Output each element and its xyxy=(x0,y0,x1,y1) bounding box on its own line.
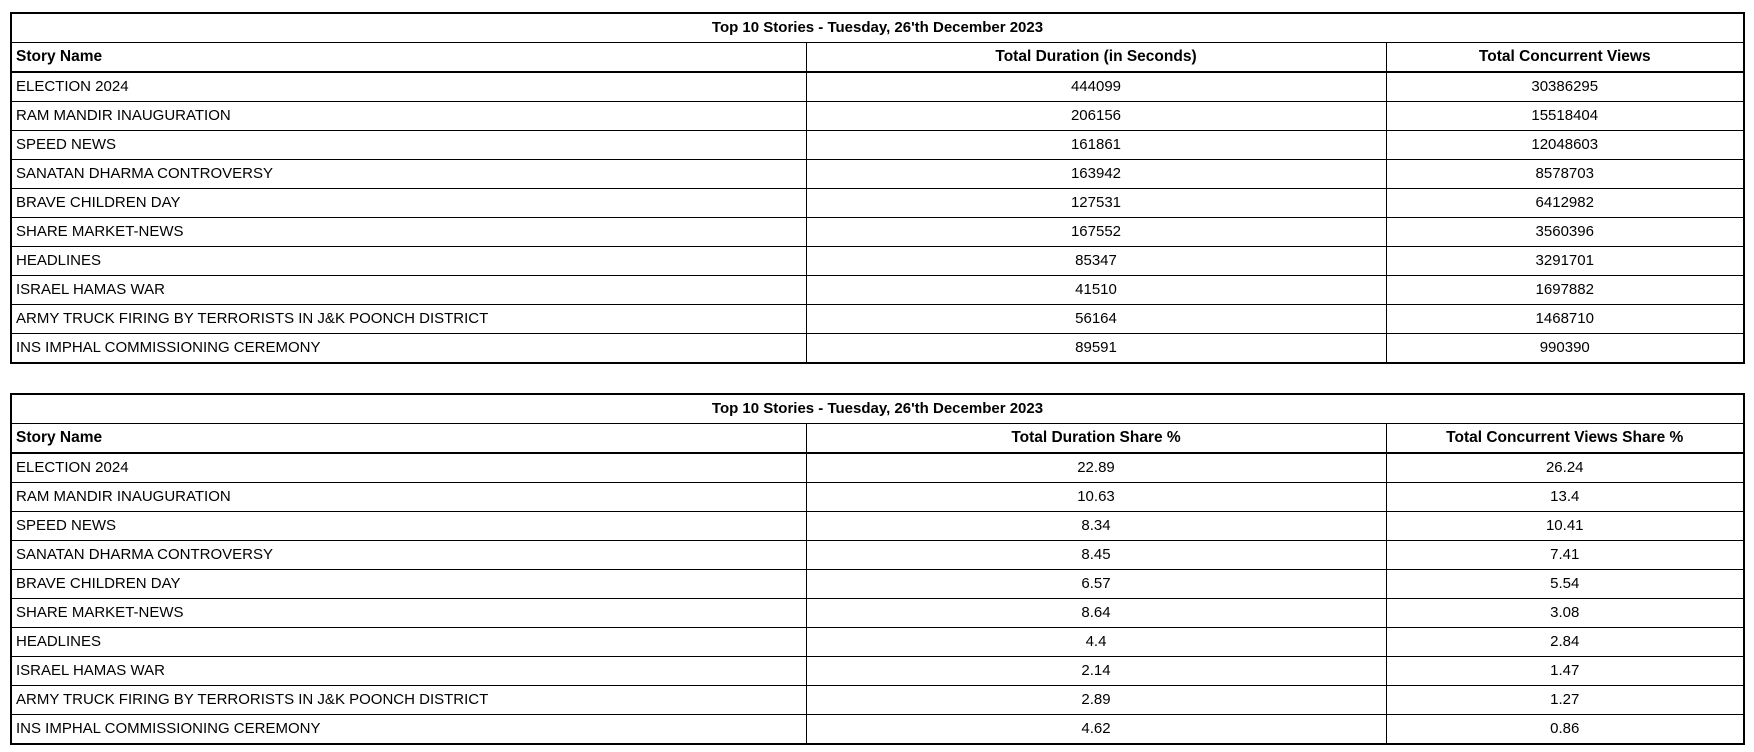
column-header-total-concurrent-views: Total Concurrent Views xyxy=(1385,42,1745,73)
total-concurrent-views-cell: 15518404 xyxy=(1385,101,1745,131)
total-duration-cell: 85347 xyxy=(805,246,1387,276)
views-share-cell: 13.4 xyxy=(1385,482,1745,512)
views-share-cell: 7.41 xyxy=(1385,540,1745,570)
views-share-cell: 2.84 xyxy=(1385,627,1745,657)
story-name-cell: ARMY TRUCK FIRING BY TERRORISTS IN J&K P… xyxy=(10,685,807,715)
total-duration-cell: 89591 xyxy=(805,333,1387,364)
table-title: Top 10 Stories - Tuesday, 26'th December… xyxy=(10,393,1745,424)
story-name-cell: HEADLINES xyxy=(10,246,807,276)
table-row: ARMY TRUCK FIRING BY TERRORISTS IN J&K P… xyxy=(10,304,1745,334)
story-name-cell: BRAVE CHILDREN DAY xyxy=(10,188,807,218)
story-name-cell: RAM MANDIR INAUGURATION xyxy=(10,482,807,512)
table-title-row: Top 10 Stories - Tuesday, 26'th December… xyxy=(10,12,1745,43)
total-concurrent-views-cell: 1697882 xyxy=(1385,275,1745,305)
duration-share-cell: 8.64 xyxy=(805,598,1387,628)
total-duration-cell: 41510 xyxy=(805,275,1387,305)
table-row: SPEED NEWS 8.34 10.41 xyxy=(10,511,1745,541)
table-row: ISRAEL HAMAS WAR 41510 1697882 xyxy=(10,275,1745,305)
table-row: INS IMPHAL COMMISSIONING CEREMONY 4.62 0… xyxy=(10,714,1745,745)
table-row: ARMY TRUCK FIRING BY TERRORISTS IN J&K P… xyxy=(10,685,1745,715)
column-header-views-share: Total Concurrent Views Share % xyxy=(1385,423,1745,454)
duration-share-cell: 22.89 xyxy=(805,452,1387,483)
duration-share-cell: 2.89 xyxy=(805,685,1387,715)
total-duration-cell: 444099 xyxy=(805,71,1387,102)
total-concurrent-views-cell: 3560396 xyxy=(1385,217,1745,247)
story-name-cell: INS IMPHAL COMMISSIONING CEREMONY xyxy=(10,333,807,364)
table-row: BRAVE CHILDREN DAY 127531 6412982 xyxy=(10,188,1745,218)
total-concurrent-views-cell: 6412982 xyxy=(1385,188,1745,218)
table-row: BRAVE CHILDREN DAY 6.57 5.54 xyxy=(10,569,1745,599)
column-header-story-name: Story Name xyxy=(10,423,807,454)
total-concurrent-views-cell: 1468710 xyxy=(1385,304,1745,334)
total-duration-cell: 163942 xyxy=(805,159,1387,189)
views-share-cell: 26.24 xyxy=(1385,452,1745,483)
views-share-cell: 10.41 xyxy=(1385,511,1745,541)
story-name-cell: SANATAN DHARMA CONTROVERSY xyxy=(10,159,807,189)
table-header-row: Story Name Total Duration (in Seconds) T… xyxy=(10,42,1745,73)
table-row: RAM MANDIR INAUGURATION 10.63 13.4 xyxy=(10,482,1745,512)
story-name-cell: HEADLINES xyxy=(10,627,807,657)
table-row: SHARE MARKET-NEWS 8.64 3.08 xyxy=(10,598,1745,628)
total-concurrent-views-cell: 8578703 xyxy=(1385,159,1745,189)
total-duration-cell: 161861 xyxy=(805,130,1387,160)
story-name-cell: BRAVE CHILDREN DAY xyxy=(10,569,807,599)
table-row: SHARE MARKET-NEWS 167552 3560396 xyxy=(10,217,1745,247)
table-header-row: Story Name Total Duration Share % Total … xyxy=(10,423,1745,454)
table-title-row: Top 10 Stories - Tuesday, 26'th December… xyxy=(10,393,1745,424)
story-name-cell: ELECTION 2024 xyxy=(10,452,807,483)
duration-share-cell: 6.57 xyxy=(805,569,1387,599)
table-row: SANATAN DHARMA CONTROVERSY 8.45 7.41 xyxy=(10,540,1745,570)
story-name-cell: SPEED NEWS xyxy=(10,511,807,541)
story-name-cell: SANATAN DHARMA CONTROVERSY xyxy=(10,540,807,570)
views-share-cell: 5.54 xyxy=(1385,569,1745,599)
table-row: ISRAEL HAMAS WAR 2.14 1.47 xyxy=(10,656,1745,686)
views-share-cell: 0.86 xyxy=(1385,714,1745,745)
views-share-cell: 3.08 xyxy=(1385,598,1745,628)
top-stories-totals-table: Top 10 Stories - Tuesday, 26'th December… xyxy=(10,12,1745,364)
total-duration-cell: 56164 xyxy=(805,304,1387,334)
story-name-cell: INS IMPHAL COMMISSIONING CEREMONY xyxy=(10,714,807,745)
table-row: HEADLINES 85347 3291701 xyxy=(10,246,1745,276)
story-name-cell: ISRAEL HAMAS WAR xyxy=(10,656,807,686)
story-name-cell: SHARE MARKET-NEWS xyxy=(10,217,807,247)
story-name-cell: SHARE MARKET-NEWS xyxy=(10,598,807,628)
total-duration-cell: 167552 xyxy=(805,217,1387,247)
story-name-cell: ARMY TRUCK FIRING BY TERRORISTS IN J&K P… xyxy=(10,304,807,334)
total-duration-cell: 127531 xyxy=(805,188,1387,218)
table-row: HEADLINES 4.4 2.84 xyxy=(10,627,1745,657)
total-concurrent-views-cell: 3291701 xyxy=(1385,246,1745,276)
total-concurrent-views-cell: 12048603 xyxy=(1385,130,1745,160)
table-row: SPEED NEWS 161861 12048603 xyxy=(10,130,1745,160)
story-name-cell: RAM MANDIR INAUGURATION xyxy=(10,101,807,131)
column-header-story-name: Story Name xyxy=(10,42,807,73)
duration-share-cell: 4.62 xyxy=(805,714,1387,745)
table-row: ELECTION 2024 22.89 26.24 xyxy=(10,452,1745,483)
views-share-cell: 1.47 xyxy=(1385,656,1745,686)
column-header-total-duration: Total Duration (in Seconds) xyxy=(805,42,1387,73)
duration-share-cell: 8.45 xyxy=(805,540,1387,570)
table-title: Top 10 Stories - Tuesday, 26'th December… xyxy=(10,12,1745,43)
total-concurrent-views-cell: 990390 xyxy=(1385,333,1745,364)
duration-share-cell: 10.63 xyxy=(805,482,1387,512)
duration-share-cell: 4.4 xyxy=(805,627,1387,657)
duration-share-cell: 8.34 xyxy=(805,511,1387,541)
column-header-duration-share: Total Duration Share % xyxy=(805,423,1387,454)
views-share-cell: 1.27 xyxy=(1385,685,1745,715)
table-row: SANATAN DHARMA CONTROVERSY 163942 857870… xyxy=(10,159,1745,189)
story-name-cell: SPEED NEWS xyxy=(10,130,807,160)
total-concurrent-views-cell: 30386295 xyxy=(1385,71,1745,102)
top-stories-share-table: Top 10 Stories - Tuesday, 26'th December… xyxy=(10,393,1745,745)
story-name-cell: ISRAEL HAMAS WAR xyxy=(10,275,807,305)
duration-share-cell: 2.14 xyxy=(805,656,1387,686)
story-name-cell: ELECTION 2024 xyxy=(10,71,807,102)
table-row: RAM MANDIR INAUGURATION 206156 15518404 xyxy=(10,101,1745,131)
total-duration-cell: 206156 xyxy=(805,101,1387,131)
table-row: INS IMPHAL COMMISSIONING CEREMONY 89591 … xyxy=(10,333,1745,364)
table-row: ELECTION 2024 444099 30386295 xyxy=(10,71,1745,102)
